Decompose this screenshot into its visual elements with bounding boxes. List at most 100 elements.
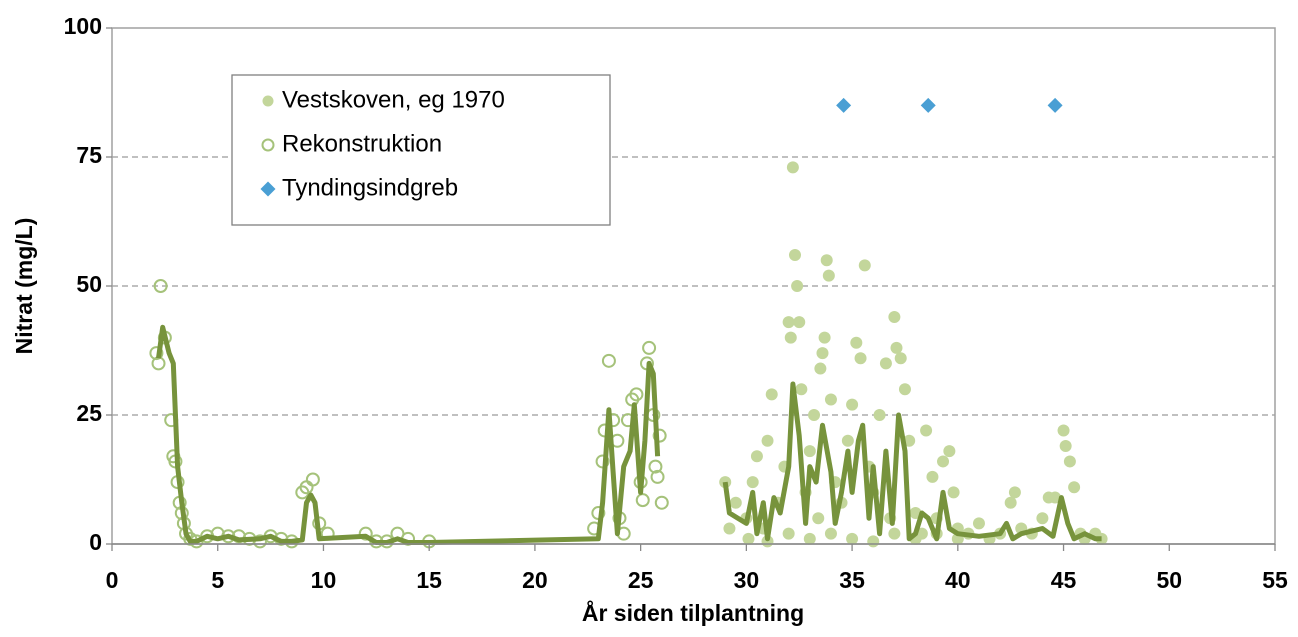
x-tick-label: 20 xyxy=(522,567,548,593)
x-tick-label: 40 xyxy=(945,567,971,593)
y-tick-label: 100 xyxy=(64,13,102,39)
point xyxy=(947,486,960,499)
line-series xyxy=(156,324,1102,545)
point xyxy=(793,316,806,329)
point xyxy=(846,398,859,411)
point xyxy=(816,347,829,360)
y-tick-label: 75 xyxy=(76,142,102,168)
y-tick-label: 0 xyxy=(89,529,102,555)
point xyxy=(1036,512,1049,525)
point xyxy=(879,357,892,370)
point xyxy=(943,445,956,458)
point xyxy=(894,352,907,365)
point xyxy=(750,450,763,463)
x-axis-title: År siden tilplantning xyxy=(582,599,804,626)
point xyxy=(601,353,616,368)
point xyxy=(898,383,911,396)
diamond-point xyxy=(1047,97,1063,113)
diamond-point xyxy=(836,97,852,113)
point xyxy=(824,393,837,406)
point xyxy=(972,517,985,530)
axes: 0 25 50 75 100 0 5 10 15 20 25 30 35 40 45 50 55 xyxy=(64,13,1288,593)
point xyxy=(642,340,657,355)
legend-marker xyxy=(261,138,275,152)
point xyxy=(723,522,736,535)
legend-label: Vestskoven, eg 1970 xyxy=(282,86,505,113)
point xyxy=(841,434,854,447)
legend: Vestskoven, eg 1970 Rekonstruktion Tynding… xyxy=(231,74,611,226)
point xyxy=(765,388,778,401)
point xyxy=(786,161,799,174)
x-tick-label: 5 xyxy=(211,567,224,593)
x-tick-label: 30 xyxy=(734,567,760,593)
point xyxy=(719,476,732,489)
point xyxy=(305,472,320,487)
point xyxy=(1057,424,1070,437)
point xyxy=(822,269,835,282)
point xyxy=(926,470,939,483)
point xyxy=(742,532,755,545)
point xyxy=(153,279,168,293)
point xyxy=(1063,455,1076,468)
point xyxy=(761,434,774,447)
point xyxy=(654,495,669,510)
point xyxy=(652,428,667,443)
point xyxy=(846,532,859,545)
x-tick-label: 0 xyxy=(106,567,119,593)
point xyxy=(867,535,880,548)
x-tick-label: 50 xyxy=(1156,567,1182,593)
point xyxy=(803,445,816,458)
y-tick-label: 25 xyxy=(76,400,102,426)
point xyxy=(803,532,816,545)
x-tick-label: 10 xyxy=(311,567,337,593)
point xyxy=(888,527,901,540)
x-tick-label: 15 xyxy=(416,567,442,593)
point xyxy=(1049,491,1062,504)
y-tick-label: 50 xyxy=(76,271,102,297)
point xyxy=(635,493,650,508)
point xyxy=(858,259,871,272)
legend-label: Tyndingsindgreb xyxy=(282,174,458,201)
point xyxy=(149,346,164,361)
point xyxy=(782,527,795,540)
point xyxy=(1008,486,1021,499)
legend-box xyxy=(231,74,611,226)
point xyxy=(788,249,801,262)
point xyxy=(358,526,373,541)
point xyxy=(746,476,759,489)
point xyxy=(1004,496,1017,509)
point xyxy=(1095,532,1108,545)
point xyxy=(920,424,933,437)
point xyxy=(937,455,950,468)
x-tick-label: 25 xyxy=(628,567,654,593)
point xyxy=(650,469,665,484)
point xyxy=(648,459,663,474)
point xyxy=(873,409,886,421)
point xyxy=(888,310,901,323)
point xyxy=(818,331,831,344)
y-axis-title: Nitrat (mg/L) xyxy=(11,218,37,355)
point xyxy=(795,383,808,396)
point xyxy=(824,527,837,540)
point xyxy=(808,409,821,421)
x-tick-label: 45 xyxy=(1051,567,1077,593)
diamond-point xyxy=(920,97,936,113)
point xyxy=(729,496,742,509)
point xyxy=(854,352,867,365)
point xyxy=(850,336,863,349)
x-tick-label: 55 xyxy=(1262,567,1288,593)
point xyxy=(629,387,644,402)
legend-marker xyxy=(262,95,274,107)
x-tick-label: 35 xyxy=(839,567,865,593)
point xyxy=(812,512,825,525)
point xyxy=(1059,439,1072,452)
point xyxy=(814,362,827,375)
marks xyxy=(149,97,1108,549)
legend-label: Rekonstruktion xyxy=(282,130,442,157)
point xyxy=(820,254,833,267)
point xyxy=(782,316,795,329)
point xyxy=(784,331,797,344)
point xyxy=(890,341,903,354)
